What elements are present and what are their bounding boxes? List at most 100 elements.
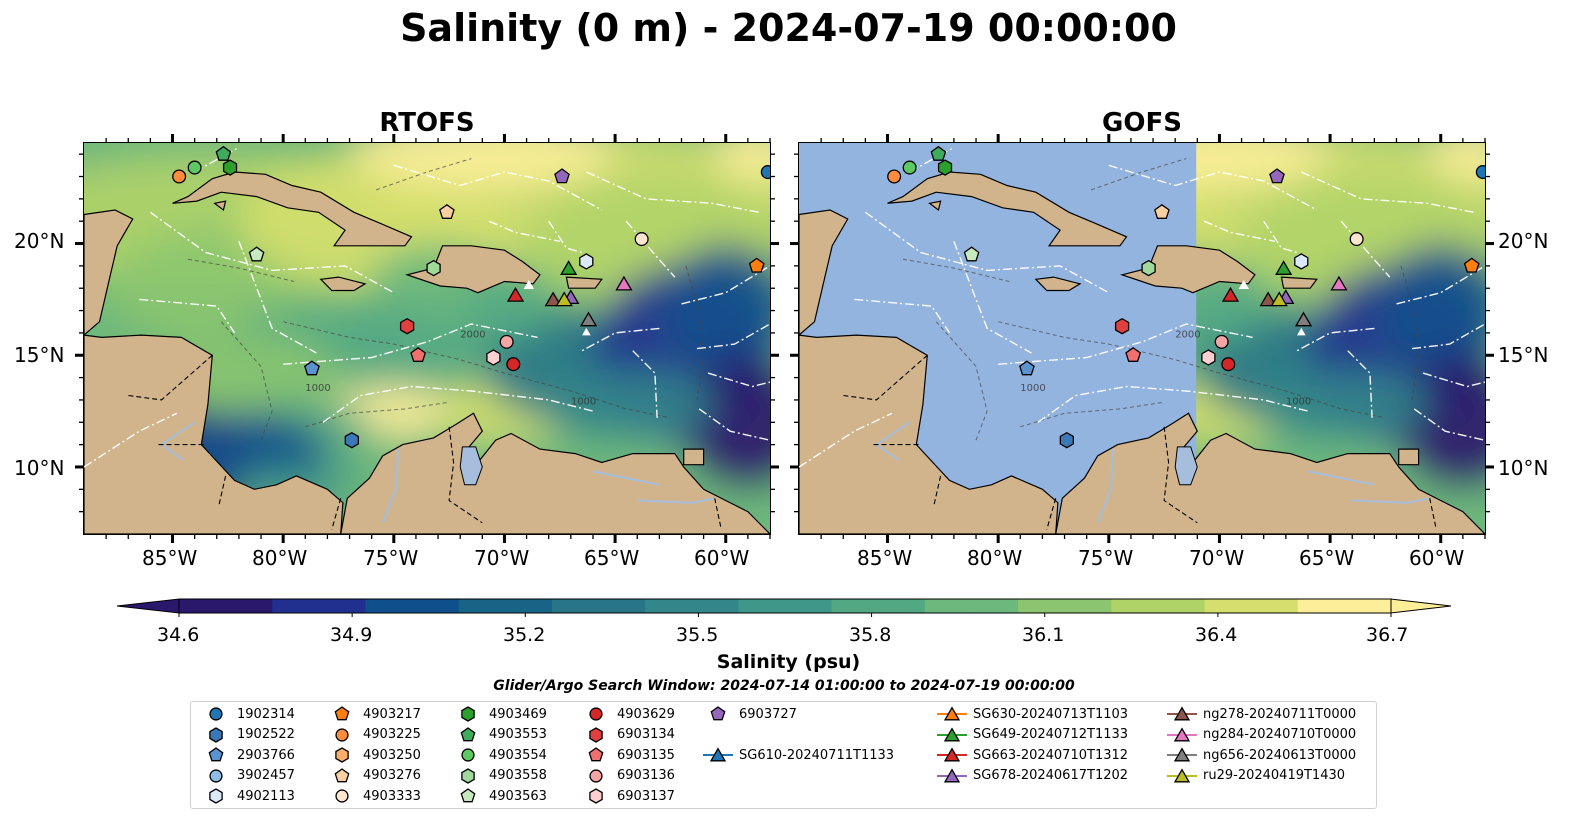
argo-marker [579,253,594,270]
bathymetry-contour [1020,401,1165,428]
legend-item: SG663-20240710T1312 [937,745,1128,765]
eez-boundary [1037,385,1309,423]
x-tick-label: 65°W [584,546,640,570]
x-tick-label: 85°W [857,546,913,570]
colorbar-outline [178,598,1392,614]
eez-boundary [909,146,955,173]
bathymetry-contours: 1000 1000 2000 [187,158,705,441]
country-border [1046,498,1057,530]
bathymetry-contour [1400,265,1420,400]
y-tick-label: 15°N [14,343,65,367]
colorbar-segment [924,599,973,613]
landmass [213,200,227,212]
colorbar-segment [1251,599,1299,613]
legend-marker [588,747,604,762]
eez-boundary [149,211,395,294]
eez-boundary [84,412,178,468]
legend-marker [335,789,349,803]
lake-maracaibo [1174,446,1198,486]
eez-boundary [1411,323,1485,350]
country-border [1163,426,1198,524]
legend-label: ng284-20240710T0000 [1203,727,1357,743]
legend-label: SG649-20240712T1133 [973,727,1129,743]
legend-item: 6903136 [581,766,675,786]
legend-label: SG663-20240710T1312 [973,747,1129,763]
landmass [1280,276,1318,289]
legend-glider-symbol [1167,706,1197,721]
colorbar-segment [1204,599,1252,613]
legend-label: 4903333 [363,788,421,804]
colorbar-label: Salinity (psu) [716,651,861,673]
landmass [799,209,849,336]
x-tick-label: 60°W [1409,546,1465,570]
eez-boundary [998,323,1253,365]
eez-boundary [1263,220,1298,254]
legend-item: 6903134 [581,725,675,745]
landmass [340,412,770,534]
legend-item: SG649-20240712T1133 [937,725,1128,745]
legend-argo-symbol [710,706,726,721]
colorbar-segment [1344,599,1392,613]
legend-label: 6903727 [739,706,797,722]
legend-label: ru29-20240419T1430 [1203,768,1346,784]
landmass [928,200,942,212]
legend-item: 4903629 [581,704,675,724]
colorbar-segment [1018,599,1066,613]
glider-marker [1259,291,1277,307]
legend-argo-symbol [334,706,350,721]
eez-boundary [1422,372,1485,388]
eez-boundary [681,265,770,305]
argo-marker [1154,203,1170,219]
x-tick-label: 65°W [1299,546,1355,570]
legend-label: ng656-20240613T0000 [1203,747,1357,763]
legend-label: 6903135 [617,747,675,763]
legend-marker [1173,706,1191,721]
bathymetry-contour [375,158,472,191]
legend-glider-symbol [937,706,967,721]
river [592,470,660,486]
legend-item: 4902113 [201,786,295,806]
legend-label: 4903217 [363,706,421,722]
argo-marker [1019,360,1035,376]
argo-marker [1114,317,1130,335]
legend-argo-symbol [460,726,476,741]
legend-label: 2903766 [237,747,295,763]
argo-marker [222,159,238,176]
legend-argo-symbol [209,788,223,805]
colorbar-segment [551,599,600,613]
legend-marker [209,726,223,743]
legend-marker [461,768,475,784]
colorbar-segment [785,599,833,613]
bathymetry-contour [305,401,450,428]
legend-marker [208,747,224,762]
legend-marker [335,747,349,763]
x-tick-label: 75°W [1078,546,1134,570]
argo-marker [499,334,514,349]
colorbar-segment [971,599,1019,613]
argo-marker [187,160,202,175]
eez-patch [582,327,591,336]
legend-argo-symbol [460,788,476,803]
legend-marker [209,788,223,805]
legend-marker [209,769,223,783]
argo-marker [1201,349,1216,366]
eez-boundary [322,385,594,423]
eez-boundary [799,412,893,468]
bathymetry-label: 1000 [1020,383,1045,394]
legend-marker [1173,768,1191,783]
map-gofs-canvas: 1000 1000 2000 [799,143,1485,534]
argo-marker [248,246,265,262]
figure-title: Salinity (0 m) - 2024-07-19 00:00:00 [400,6,1177,50]
argo-marker [760,165,770,180]
eez-patch [1297,327,1306,336]
legend-item: 4903554 [453,745,547,765]
eez-boundary [854,298,951,334]
x-tick-label: 80°W [967,546,1023,570]
legend-glider-symbol [937,747,967,762]
colorbar-tick-label: 35.5 [676,624,719,646]
land [84,171,770,534]
legend-label: 1902522 [237,727,295,743]
argo-marker [1141,259,1156,277]
glider-marker [1270,291,1288,307]
argo-marker [439,203,455,219]
